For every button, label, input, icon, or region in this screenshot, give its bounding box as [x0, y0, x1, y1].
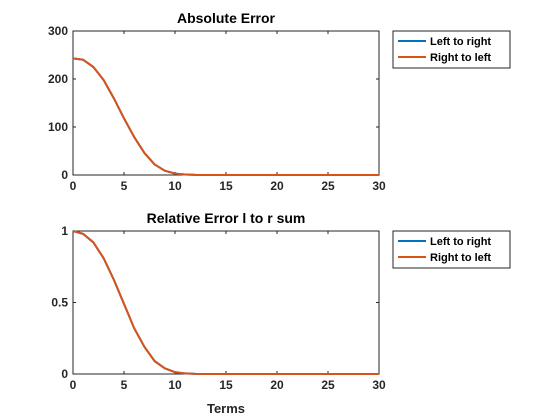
y-tick-label: 100 [48, 120, 68, 134]
series-line-right-to-left [72, 57, 379, 176]
y-tick-label: 0 [61, 168, 68, 182]
y-tick-label: 200 [48, 72, 68, 86]
chart-title: Absolute Error [177, 10, 276, 26]
legend-label: Right to left [430, 252, 491, 264]
legend-label: Right to left [430, 52, 491, 64]
y-tick-label: 0 [61, 367, 68, 381]
legend-box [392, 30, 511, 69]
chart-panel-2: Relative Error l to r sum 0 5 10 15 20 25 30 0 0.… [51, 210, 511, 416]
legend-box [392, 230, 511, 269]
x-tick-label: 15 [219, 378, 233, 392]
chart-title: Relative Error l to r sum [147, 210, 306, 226]
x-tick-label: 25 [321, 179, 335, 193]
y-tick-label: 1 [61, 224, 68, 238]
series-line-right-to-left [72, 230, 379, 375]
x-tick-label: 5 [121, 179, 128, 193]
x-tick-label: 10 [168, 179, 182, 193]
x-tick-label: 15 [219, 179, 233, 193]
x-tick-label: 5 [121, 378, 128, 392]
x-tick-label: 30 [372, 179, 386, 193]
x-axis-label: Terms [207, 401, 245, 416]
x-tick-label: 25 [321, 378, 335, 392]
legend-label: Left to right [430, 236, 491, 248]
legend-label: Left to right [430, 36, 491, 48]
plot-area [72, 230, 380, 375]
legend: Left to right Right to left [392, 30, 511, 69]
x-tick-label: 0 [70, 179, 77, 193]
x-tick-label: 30 [372, 378, 386, 392]
x-tick-label: 0 [70, 378, 77, 392]
x-tick-label: 20 [270, 378, 284, 392]
legend: Left to right Right to left [392, 230, 511, 269]
plot-area [72, 30, 380, 176]
x-tick-label: 20 [270, 179, 284, 193]
y-tick-label: 300 [48, 24, 68, 38]
x-tick-label: 10 [168, 378, 182, 392]
y-tick-label: 0.5 [51, 296, 68, 310]
